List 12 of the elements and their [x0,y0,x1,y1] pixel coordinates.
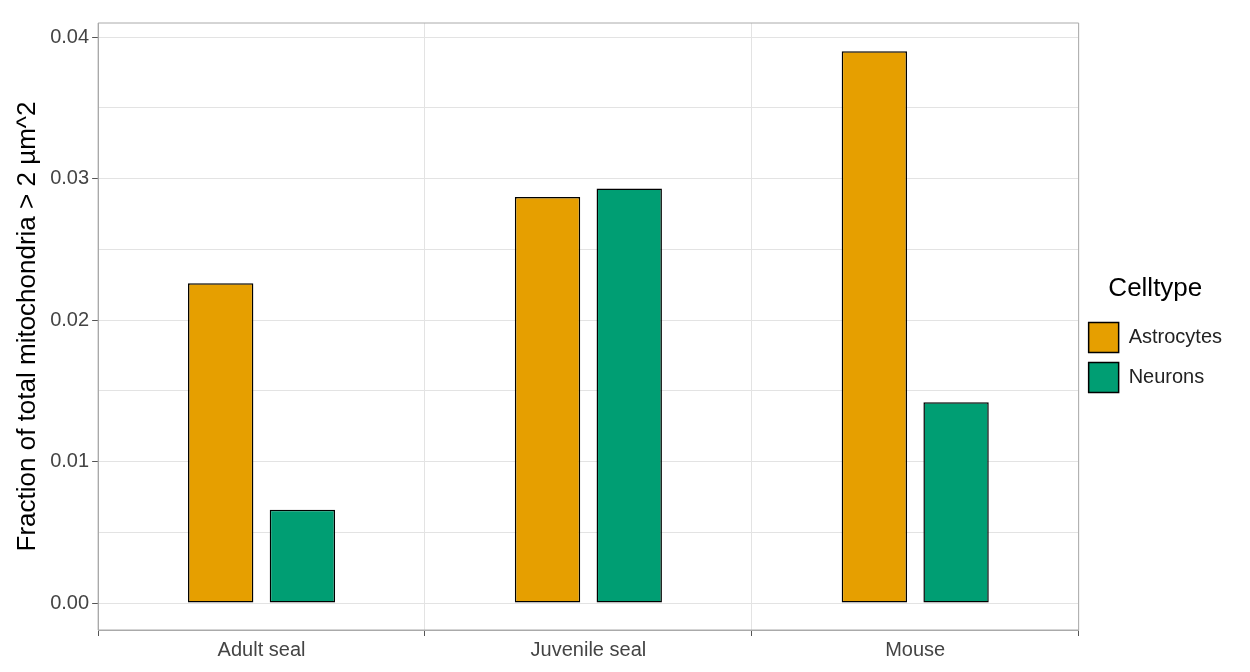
legend-label: Astrocytes [1128,325,1222,348]
y-tick-label: 0.02 [50,307,90,330]
x-tick-label: Juvenile seal [530,637,647,660]
legend-label: Neurons [1128,365,1205,388]
x-tick-label: Mouse [885,637,946,660]
x-tick-label: Adult seal [217,637,306,660]
legend-title: Celltype [1108,271,1203,302]
y-axis-title: Fraction of total mitochondria > 2 µm^2 [10,101,41,552]
y-tick-label: 0.03 [50,166,90,189]
y-tick-label: 0.04 [50,24,90,47]
y-tick-label: 0.01 [50,449,90,472]
y-tick-label: 0.00 [50,590,90,613]
